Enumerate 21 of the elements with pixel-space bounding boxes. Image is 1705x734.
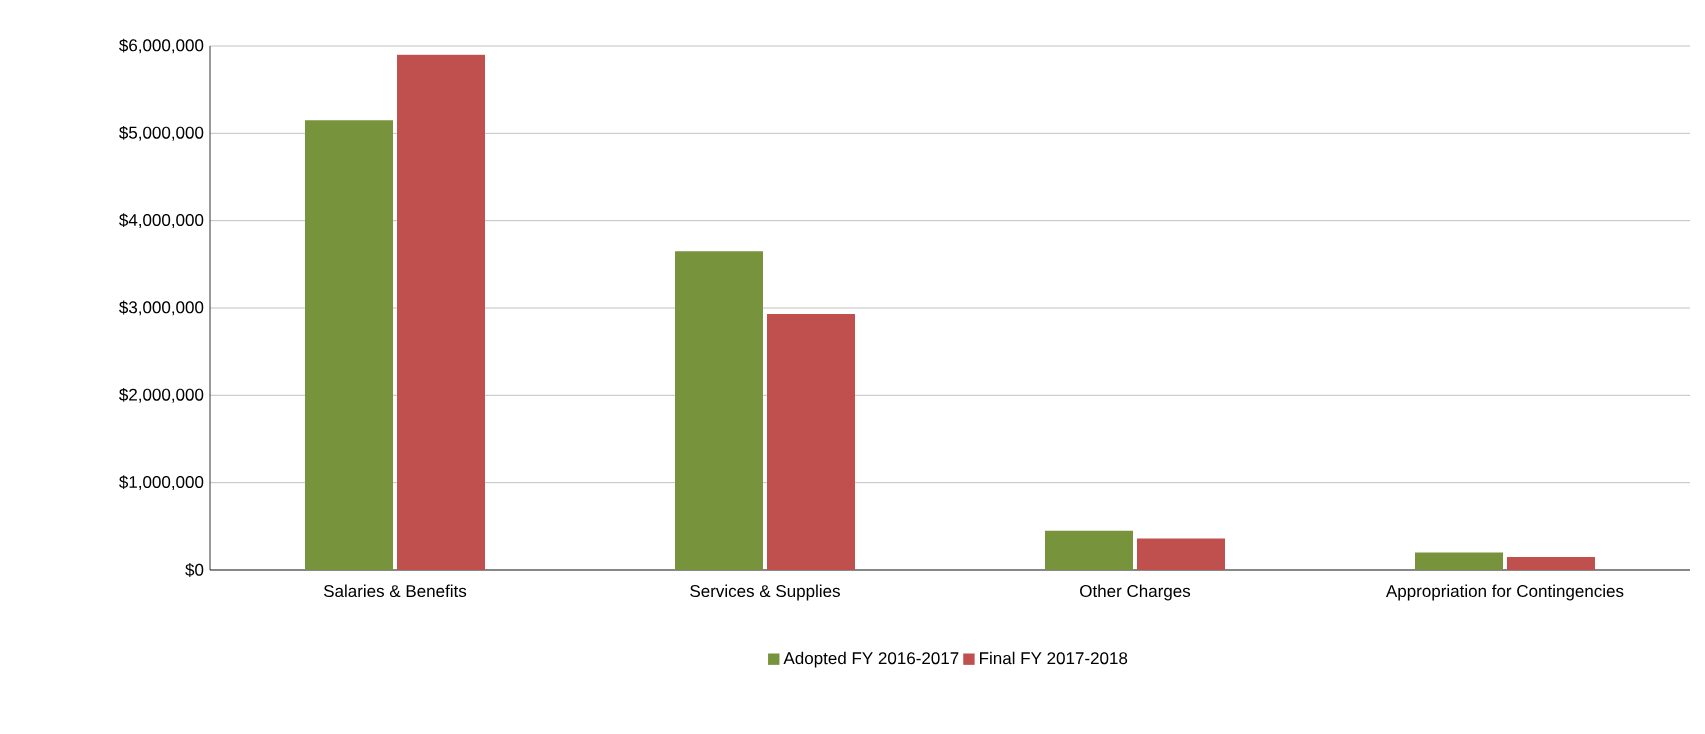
x-tick-label: Other Charges: [1080, 584, 1191, 601]
bar: [397, 54, 486, 570]
y-tick-label: $0: [185, 563, 204, 577]
y-tick-label: $4,000,000: [119, 213, 204, 229]
bar: [305, 120, 394, 570]
y-tick-label: $1,000,000: [119, 475, 204, 491]
bar: [675, 251, 763, 570]
y-tick-label: $2,000,000: [119, 387, 204, 403]
x-tick-label: Salaries & Benefits: [323, 584, 467, 598]
legend-label: Adopted FY 2016-2017: [783, 651, 959, 668]
x-tick-label: Appropriation for Contingencies: [1385, 584, 1624, 601]
bar: [1045, 530, 1133, 570]
bar: [1506, 556, 1595, 570]
bar: [1414, 552, 1503, 570]
bar: [1137, 538, 1225, 570]
x-tick-label: Services & Supplies: [690, 584, 840, 601]
y-tick-label: $6,000,000: [119, 38, 204, 54]
y-tick-label: $3,000,000: [119, 300, 204, 316]
y-tick-label: $5,000,000: [119, 125, 204, 141]
legend-label: Final FY 2017-2018: [980, 651, 1128, 665]
bar: [767, 314, 855, 570]
